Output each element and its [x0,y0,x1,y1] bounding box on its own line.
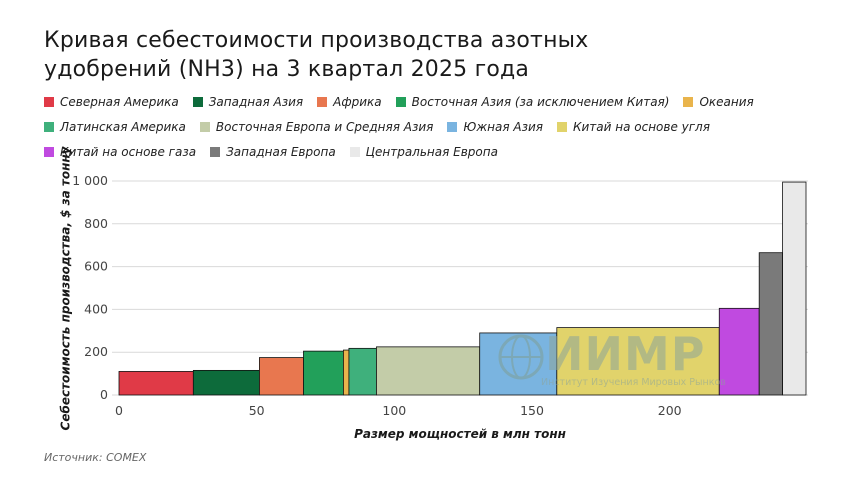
cost-bar [348,347,377,396]
cost-bar [479,332,558,396]
x-axis-title: Размер мощностей в млн тонн [354,427,566,441]
x-tick-label: 0 [115,403,123,418]
cost-bar [259,357,304,396]
legend-label: Восточная Европа и Средняя Азия [215,119,434,134]
legend-item: Латинская Америка [44,118,186,135]
legend-swatch [210,146,221,157]
legend-item: Восточная Европа и Средняя Азия [199,118,434,135]
y-tick-label: 200 [84,344,108,359]
legend-item: Океания [683,93,754,110]
chart-title-line-1: Кривая себестоимости производства азотны… [44,28,589,53]
legend-label: Африка [333,94,382,109]
cost-bar [758,252,783,396]
legend-item: Южная Азия [447,118,543,135]
cost-bar [376,346,481,396]
cost-bar [303,350,344,396]
legend-swatch [683,96,694,107]
legend-swatch [447,121,458,132]
cost-bar [718,307,760,396]
legend-label: Латинская Америка [60,119,186,134]
legend-swatch [192,96,203,107]
x-tick-label: 50 [249,403,265,418]
y-tick-label: 800 [84,216,108,231]
legend-swatch [556,121,567,132]
legend-item: Восточная Азия (за исключением Китая) [395,93,670,110]
legend-item: Северная Америка [44,93,179,110]
cost-bar [556,327,720,396]
legend-swatch [395,96,406,107]
legend-label: Северная Америка [60,94,179,109]
watermark-text: ИИМР [545,327,706,381]
legend-item: Западная Азия [192,93,304,110]
legend-item: Африка [317,93,382,110]
legend-item: Китай на основе газа [44,143,196,160]
legend-swatch [349,146,360,157]
chart-title-line-2: удобрений (NH3) на 3 квартал 2025 года [44,57,530,82]
x-tick-label: 150 [520,403,544,418]
legend-label: Восточная Азия (за исключением Китая) [411,94,670,109]
y-tick-label: 1 000 [72,173,108,188]
y-axis-title: Себестоимость производства, $ за тонну [40,146,92,430]
y-axis-title-text: Себестоимость производства, $ за тонну [58,146,73,430]
legend-label: Центральная Европа [365,144,498,159]
watermark-subtext: Институт Изучения Мировых Рынков [541,377,726,388]
legend-label: Китай на основе газа [60,144,197,159]
legend-swatch [44,121,54,132]
chart-title: Кривая себестоимости производства азотны… [44,26,744,84]
x-tick-label: 200 [658,403,682,418]
y-tick-label: 400 [84,301,108,316]
legend-swatch [44,96,54,107]
legend-item: Китай на основе угля [556,118,710,135]
cost-bar [782,181,807,396]
legend-label: Южная Азия [463,119,543,134]
source-note: Источник: COMEX [44,451,147,464]
y-tick-label: 0 [100,387,108,402]
legend-swatch [317,96,328,107]
legend-item: Центральная Европа [349,143,498,160]
legend-label: Океания [699,94,754,109]
cost-bar [192,369,260,396]
legend-label: Западная Европа [226,144,336,159]
cost-bar [343,349,350,396]
cost-bar [118,371,194,396]
legend-swatch [199,121,210,132]
legend-swatch [44,146,54,157]
legend-label: Западная Азия [208,94,304,109]
legend-label: Китай на основе угля [572,119,710,134]
y-tick-label: 600 [84,259,108,274]
x-tick-label: 100 [382,403,406,418]
legend-item: Западная Европа [210,143,336,160]
chart-legend: Северная Америка Западная Азия Африка Восто… [44,93,834,160]
